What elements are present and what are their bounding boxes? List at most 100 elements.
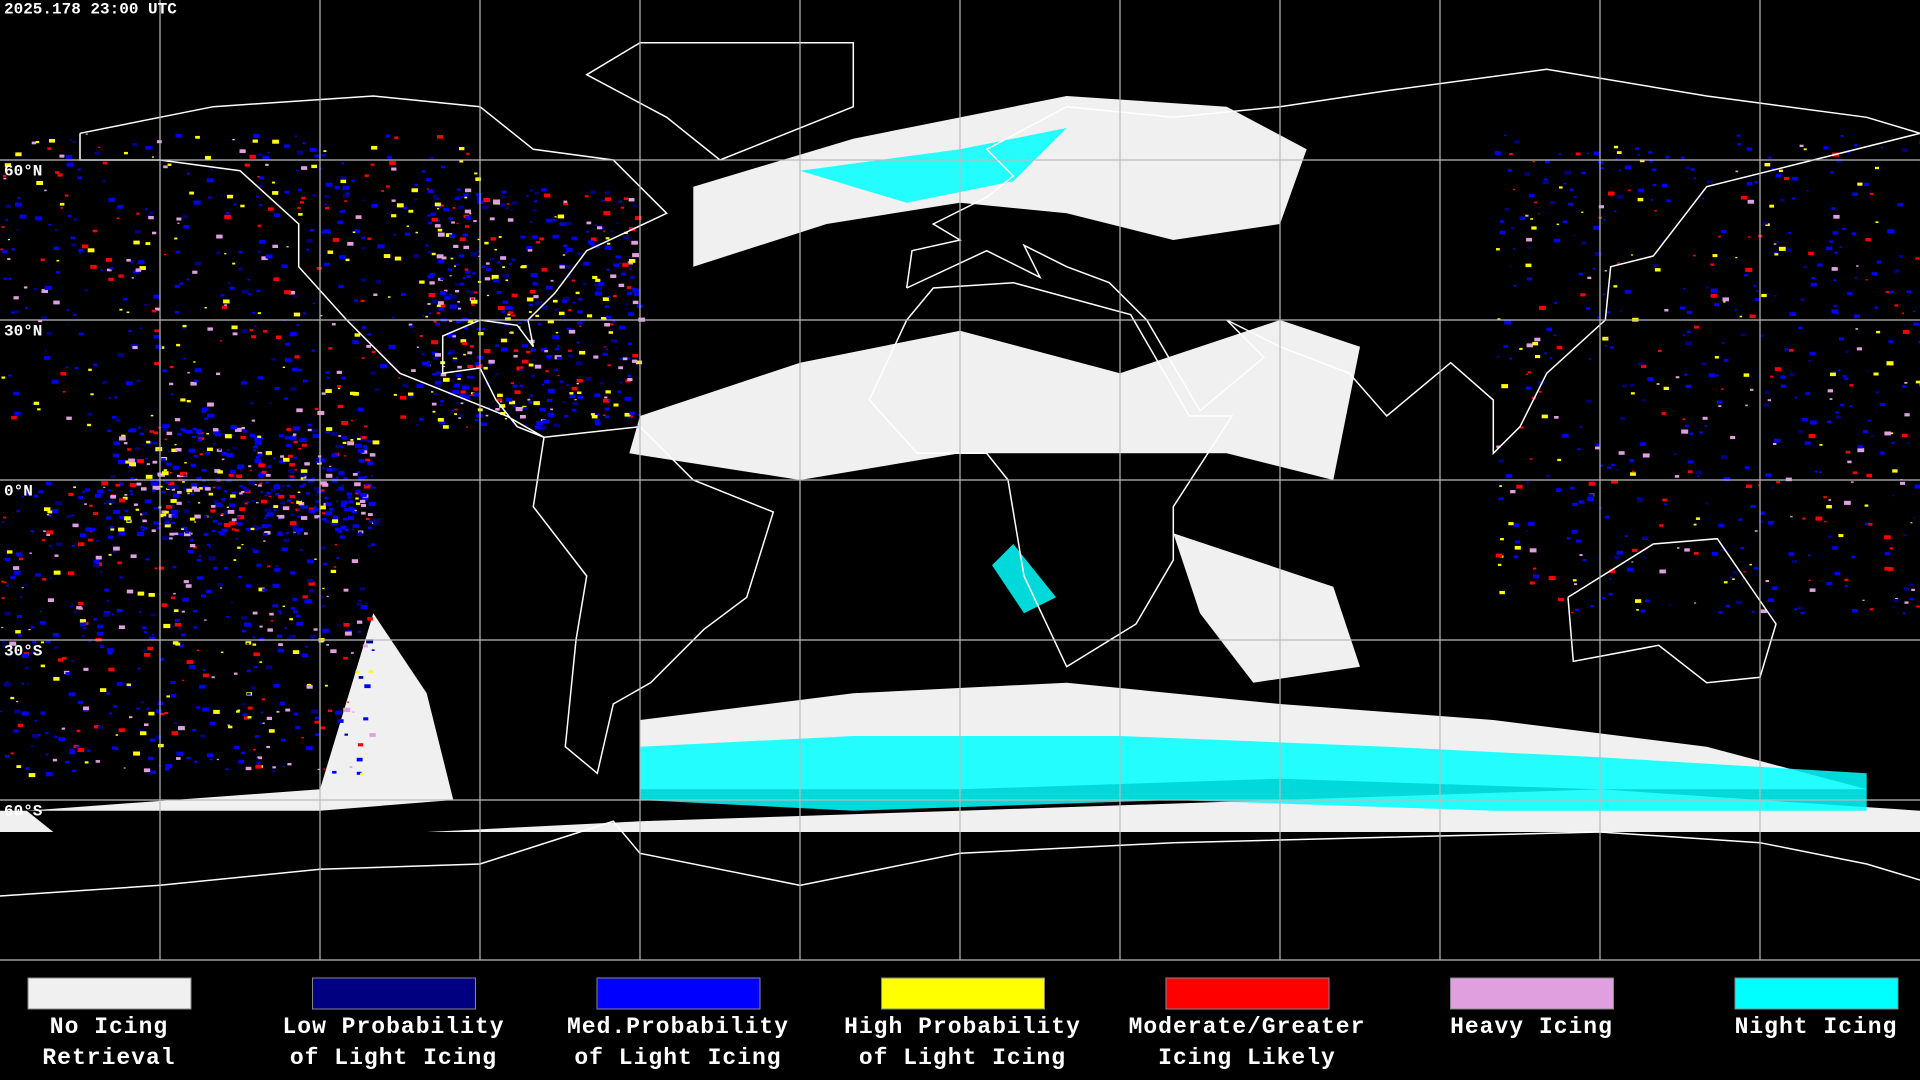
icing-speck	[140, 526, 145, 529]
icing-speck	[255, 440, 262, 445]
icing-speck	[247, 706, 253, 710]
icing-speck	[1681, 429, 1689, 434]
icing-speck	[1851, 232, 1857, 236]
icing-speck	[1505, 474, 1513, 478]
icing-speck	[602, 303, 605, 305]
icing-speck	[360, 278, 366, 282]
icing-speck	[119, 576, 123, 579]
icing-speck	[228, 521, 235, 525]
icing-speck	[453, 383, 460, 388]
icing-speck	[426, 364, 431, 367]
icing-speck	[602, 352, 608, 356]
icing-speck	[241, 490, 245, 493]
icing-speck	[306, 685, 313, 689]
icing-speck	[76, 606, 82, 610]
icing-speck	[279, 701, 285, 705]
icing-speck	[1595, 443, 1600, 446]
icing-speck	[1809, 588, 1816, 592]
icing-speck	[31, 733, 38, 738]
icing-speck	[40, 711, 46, 715]
icing-speck	[464, 209, 471, 214]
icing-speck	[511, 293, 518, 298]
icing-speck	[460, 196, 464, 198]
icing-speck	[489, 363, 493, 366]
icing-speck	[152, 485, 160, 490]
icing-speck	[189, 539, 193, 542]
icing-speck	[277, 648, 284, 653]
icing-speck	[462, 233, 469, 237]
icing-speck	[1610, 346, 1615, 349]
icing-speck	[1827, 389, 1833, 393]
legend-label: Retrieval	[42, 1045, 175, 1071]
icing-speck	[1864, 522, 1870, 526]
icing-speck	[251, 335, 257, 339]
icing-speck	[453, 244, 459, 248]
icing-speck	[95, 494, 102, 498]
icing-speck	[260, 437, 264, 440]
icing-speck	[453, 265, 456, 267]
icing-speck	[351, 179, 355, 183]
icing-speck	[1631, 548, 1637, 552]
icing-speck	[1765, 293, 1770, 296]
icing-speck	[1765, 473, 1772, 477]
icing-speck	[169, 532, 175, 536]
icing-speck	[1717, 400, 1723, 404]
icing-speck	[176, 343, 181, 347]
icing-speck	[153, 294, 161, 299]
icing-speck	[219, 532, 225, 536]
icing-speck	[464, 225, 470, 228]
icing-speck	[38, 319, 43, 323]
icing-speck	[1637, 154, 1640, 156]
icing-speck	[151, 489, 156, 492]
icing-speck	[237, 516, 241, 519]
icing-speck	[509, 332, 512, 334]
icing-speck	[267, 152, 270, 154]
icing-speck	[1593, 225, 1601, 230]
icing-speck	[240, 435, 246, 440]
icing-speck	[431, 402, 437, 406]
icing-speck	[1723, 477, 1731, 481]
icing-speck	[255, 528, 259, 531]
icing-speck	[615, 347, 618, 350]
icing-speck	[439, 304, 446, 308]
icing-speck	[1581, 171, 1586, 175]
icing-speck	[612, 320, 616, 323]
icing-speck	[1609, 578, 1612, 580]
icing-speck	[1842, 227, 1846, 231]
icing-speck	[67, 215, 72, 218]
icing-speck	[1580, 293, 1586, 297]
icing-speck	[516, 366, 524, 371]
icing-speck	[24, 584, 28, 587]
icing-speck	[49, 139, 55, 143]
icing-speck	[466, 375, 472, 379]
icing-speck	[3, 177, 7, 180]
icing-speck	[213, 519, 218, 523]
icing-speck	[160, 346, 165, 349]
icing-speck	[425, 315, 429, 318]
icing-speck	[97, 489, 104, 494]
icing-speck	[444, 296, 451, 300]
icing-speck	[1845, 450, 1851, 454]
legend-label: of Light Icing	[290, 1045, 497, 1071]
icing-speck	[241, 544, 244, 546]
icing-speck	[1802, 517, 1806, 520]
icing-speck	[1515, 540, 1521, 544]
icing-speck	[1762, 221, 1768, 225]
icing-speck	[547, 412, 555, 417]
icing-speck	[610, 274, 617, 278]
icing-speck	[13, 296, 19, 300]
icing-speck	[568, 329, 576, 334]
icing-speck	[1499, 590, 1505, 595]
icing-speck	[217, 470, 223, 474]
icing-speck	[136, 482, 142, 486]
icing-speck	[1798, 606, 1803, 610]
icing-speck	[541, 188, 547, 192]
icing-speck	[253, 549, 259, 553]
icing-speck	[1875, 166, 1879, 170]
icing-speck	[477, 250, 481, 253]
icing-speck	[171, 448, 177, 452]
icing-speck	[270, 489, 276, 492]
icing-speck	[1874, 306, 1878, 309]
icing-speck	[3, 277, 7, 280]
icing-speck	[186, 278, 190, 281]
